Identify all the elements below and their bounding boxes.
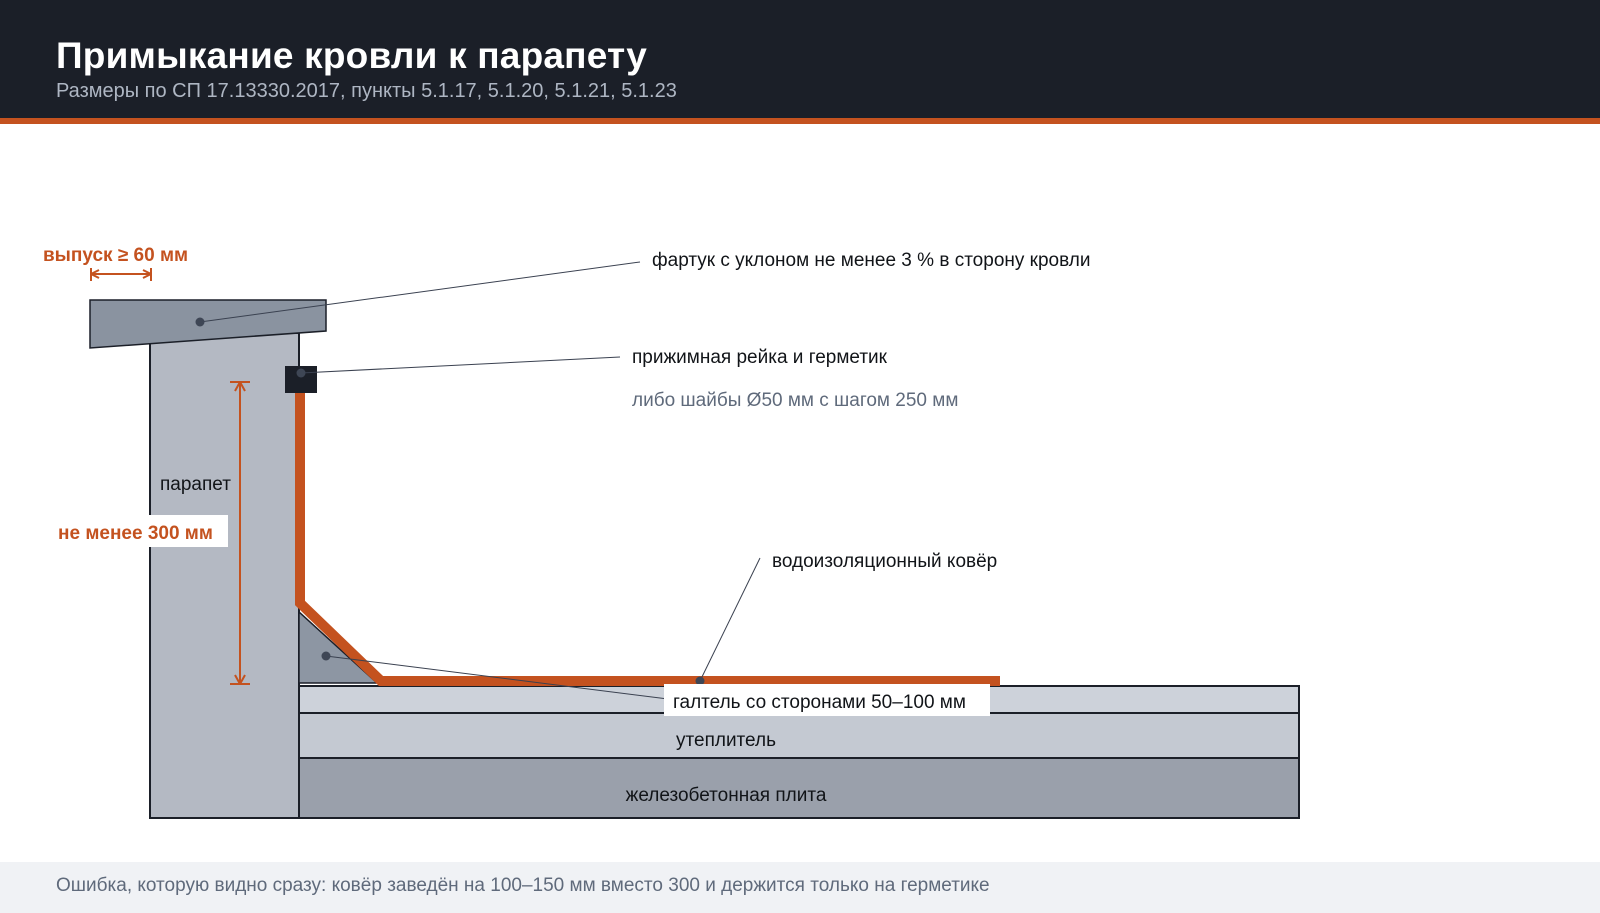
clamp-marker-dot	[296, 368, 306, 378]
parapet-label: парапет	[160, 474, 231, 495]
height-label: не менее 300 мм	[58, 523, 213, 544]
header-accent-bar	[0, 118, 1600, 124]
apron-flashing	[89, 299, 327, 349]
page-subtitle: Размеры по СП 17.13330.2017, пункты 5.1.…	[56, 80, 677, 102]
height-label-background	[52, 515, 228, 547]
overhang-arrow-left-icon	[90, 269, 100, 279]
apron-marker-dot	[195, 317, 205, 327]
insulation-layer	[298, 712, 1300, 759]
membrane-marker-dot	[695, 676, 705, 686]
footer: Ошибка, которую видно сразу: ковёр завед…	[0, 862, 1600, 913]
slab-label: железобетонная плита	[626, 785, 827, 806]
overhang-label: выпуск ≥ 60 мм	[43, 245, 188, 266]
overhang-arrow-right-icon	[142, 269, 152, 279]
slab-layer	[298, 757, 1300, 819]
fillet-leader-line	[325, 655, 669, 700]
membrane-label: водоизоляционный ковёр	[772, 551, 997, 572]
clamp-leader-line	[300, 356, 621, 374]
fillet-marker-dot	[321, 651, 331, 661]
insulation-label: утеплитель	[676, 730, 776, 751]
page-title: Примыкание кровли к парапету	[56, 35, 648, 76]
membrane-leader-line	[699, 557, 761, 682]
footer-note: Ошибка, которую видно сразу: ковёр завед…	[56, 875, 990, 896]
apron-label: фартук с уклоном не менее 3 % в сторону …	[652, 250, 1090, 271]
parapet-wall	[149, 332, 300, 819]
fillet-label-background	[664, 684, 990, 716]
height-arrow-bottom-icon	[234, 674, 246, 685]
waterproofing-membrane	[295, 393, 1000, 686]
fillet-label: галтель со сторонами 50–100 мм	[673, 692, 966, 713]
height-arrow-top-icon	[234, 381, 246, 392]
header: Примыкание кровли к парапету Размеры по …	[0, 0, 1600, 118]
apron-leader-line	[199, 261, 641, 323]
parapet-junction-diagram: выпуск ≥ 60 мм фартук с уклоном не менее…	[43, 245, 1300, 819]
washers-label: либо шайбы Ø50 мм с шагом 250 мм	[632, 390, 958, 411]
clamp-rail-label: прижимная рейка и герметик	[632, 347, 888, 368]
